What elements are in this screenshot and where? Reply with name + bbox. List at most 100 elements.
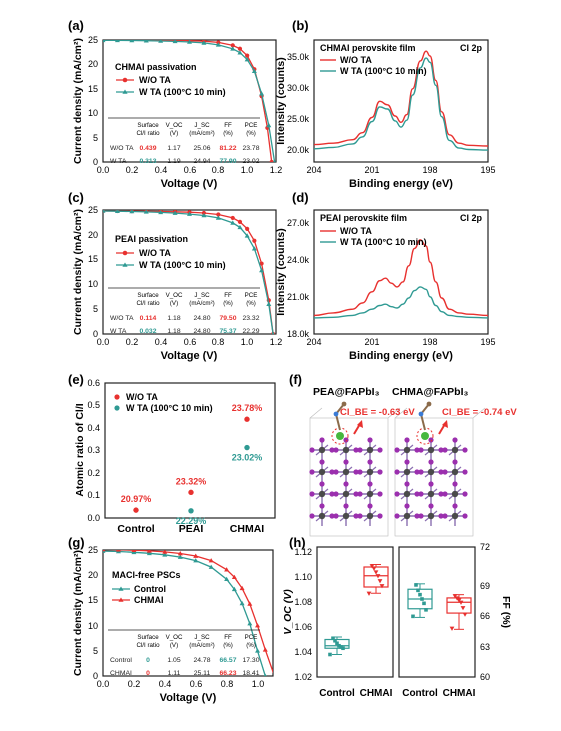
data-point [416,588,420,593]
series-line [313,50,489,147]
data-point [244,233,250,238]
data-point [216,212,221,217]
x-tick-label: 1.0 [241,337,254,347]
data-point [371,566,377,571]
data-point [146,550,152,553]
iodide-atom [438,491,444,497]
table-cell: 0.114 [140,315,157,322]
data-point [252,238,257,243]
y-tick-label: 5 [93,304,98,314]
plot-frame [313,39,489,163]
table-header: PCE [245,122,258,129]
y-axis: 0.0 0.1 0.2 0.3 0.4 0.5 0.6 [87,378,100,523]
lead-atom [403,512,411,520]
x-tick-label: 0.6 [190,679,203,689]
panel-letter: (c) [68,190,84,205]
table-cell: 66.57 [219,657,236,664]
series-line [313,239,489,317]
data-point [244,57,250,62]
y-axis: 0 5 10 15 20 25 [88,35,98,167]
y-axis: 0 5 10 15 20 25 [88,205,98,339]
plot-frame [313,209,489,335]
data-point [114,210,120,213]
y-axis-label: Current density (mA/cm²) [72,209,84,335]
iodide-atom [329,491,335,497]
table-cell: 23.02 [242,158,259,165]
y-tick-label: 20 [88,59,98,69]
data-point [462,612,468,617]
data-point [230,220,236,225]
table-cell: 0 [146,670,150,677]
table-header: (%) [223,130,233,137]
legend-marker [114,394,120,400]
plot-frame [104,382,276,519]
iodide-atom [343,437,349,443]
table-header: Surface [137,292,159,299]
table-cell: 81.22 [219,145,236,152]
x-tick-label: 0.2 [128,679,141,689]
table-cell: W TA [110,158,127,165]
x-axis: 0.0 0.2 0.4 0.6 0.8 1.0 1.2 [97,337,283,347]
series-line [103,40,276,162]
y-axis: 0 5 10 15 20 25 [88,545,98,681]
series-line [103,210,274,334]
y-tick-label: 27.0k [287,218,310,228]
y-tick-label: 20.0k [287,145,310,155]
data-point [162,552,168,557]
iodide-atom [333,491,339,497]
y-tick-label: 20 [88,570,98,580]
panel-letter: (a) [68,18,84,33]
plot-title: CHMAI perovskite film [320,43,416,53]
data-point [271,331,275,334]
orbital-tag: Cl 2p [460,43,483,53]
curves [313,50,489,151]
x-tick-label: 0.6 [184,337,197,347]
y-axis-label: Current density (mA/cm²) [72,550,84,676]
panel-letter: (d) [292,190,309,205]
lead-atom [366,468,374,476]
iodide-atom [357,469,363,475]
panel-g: (g) 0 5 10 15 20 25 0.0 0.2 0.4 0.6 0.8 … [68,535,274,704]
data-point [331,636,335,641]
plot-frame [102,209,277,335]
table-header: Cl/I ratio [136,130,160,137]
x-axis: 204 201 198 195 [306,165,495,175]
data-point [335,641,339,646]
x-tick-label: Control [319,688,355,699]
boxes [324,564,472,657]
cell-edge [394,407,408,419]
legend-marker [118,586,124,591]
y-tick-label: 0.4 [87,423,100,433]
iodide-atom [442,513,448,519]
x-tick-label: 204 [306,165,321,175]
table-header: PCE [245,634,258,641]
data-point [201,40,207,45]
iodide-atom [309,491,315,497]
data-point [129,40,135,43]
iodide-atom [428,481,434,487]
y-tick-label: 63 [480,642,490,652]
y-tick-label: 10 [88,108,98,118]
iodide-atom [404,459,410,465]
iodide-atom [418,447,424,453]
data-point [237,46,243,51]
table-header: (%) [246,642,256,649]
lead-atom [318,468,326,476]
legend-label: CHMAI [134,595,164,605]
table-header: (%) [246,300,256,307]
x-tick-label: 204 [306,337,321,347]
table-header: V_OC [166,122,183,129]
iodide-atom [394,513,400,519]
data-point [452,594,458,599]
lead-atom [366,512,374,520]
lead-atom [451,468,459,476]
x-tick-label: 0.8 [212,165,225,175]
data-point [244,416,250,422]
table-cell: 25.11 [194,670,211,677]
data-point [224,567,230,572]
iodide-atom [394,447,400,453]
data-point [255,623,261,628]
table-header: PCE [245,292,258,299]
arrow-head-icon [357,420,363,428]
